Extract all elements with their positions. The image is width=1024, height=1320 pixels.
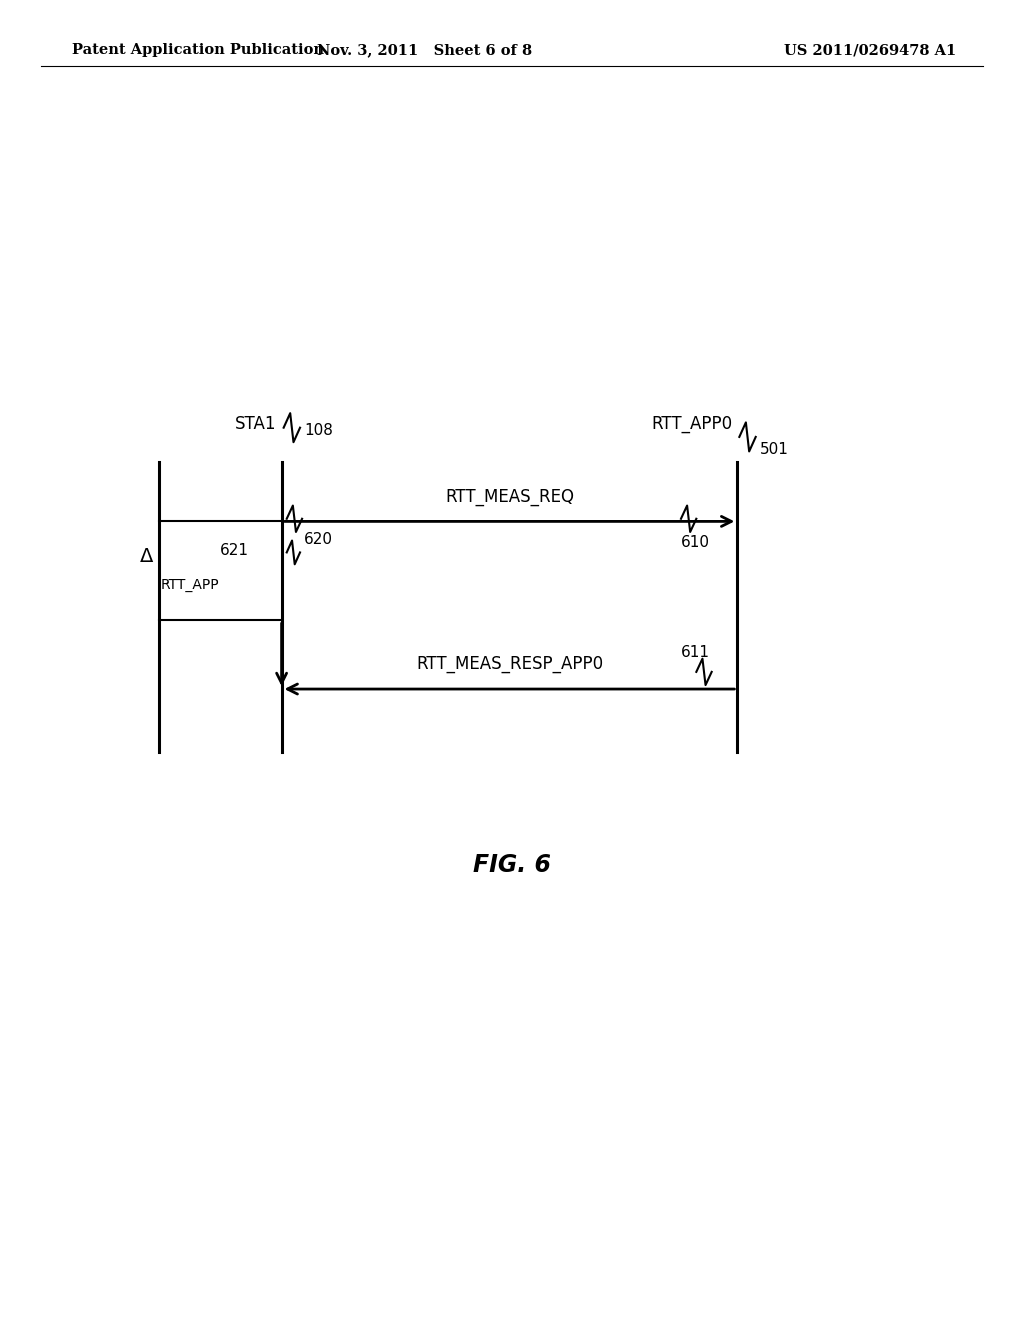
Text: RTT_APP: RTT_APP (161, 578, 219, 591)
Text: 621: 621 (220, 543, 249, 557)
Text: 611: 611 (681, 645, 710, 660)
Text: 501: 501 (760, 442, 788, 457)
Text: 620: 620 (304, 532, 333, 546)
Text: RTT_MEAS_RESP_APP0: RTT_MEAS_RESP_APP0 (416, 655, 603, 673)
Text: Nov. 3, 2011   Sheet 6 of 8: Nov. 3, 2011 Sheet 6 of 8 (317, 44, 532, 57)
Text: STA1: STA1 (234, 414, 276, 433)
Text: 610: 610 (681, 535, 710, 549)
Text: Δ: Δ (140, 546, 154, 566)
Text: RTT_MEAS_REQ: RTT_MEAS_REQ (445, 487, 573, 506)
Text: FIG. 6: FIG. 6 (473, 853, 551, 876)
Text: 108: 108 (304, 424, 333, 438)
Text: US 2011/0269478 A1: US 2011/0269478 A1 (784, 44, 956, 57)
Text: RTT_APP0: RTT_APP0 (651, 414, 732, 433)
Text: Patent Application Publication: Patent Application Publication (72, 44, 324, 57)
